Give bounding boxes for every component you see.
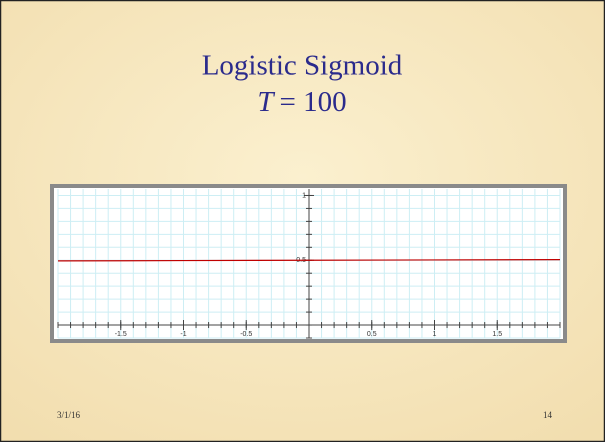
series-line — [57, 259, 561, 262]
x-tick-label: -1 — [180, 331, 186, 338]
x-tick-label: -1.5 — [115, 331, 127, 338]
slide-subtitle: T = 100 — [257, 86, 346, 118]
page-number: 14 — [543, 410, 553, 420]
slide-title: Logistic Sigmoid — [202, 50, 403, 82]
subtitle-variable: T — [257, 86, 275, 118]
plot: -1.5 -1 -0.5 0.5 1 1.50.51 — [57, 189, 561, 339]
x-tick-label: -0.5 — [240, 331, 252, 338]
y-tick-label: 1 — [302, 192, 306, 199]
subtitle-value: = 100 — [280, 86, 347, 118]
x-tick-label: 1.5 — [492, 331, 502, 338]
x-tick-label: 1 — [433, 331, 437, 338]
footer-date: 3/1/16 — [57, 410, 81, 420]
x-tick-label: 0.5 — [367, 331, 377, 338]
